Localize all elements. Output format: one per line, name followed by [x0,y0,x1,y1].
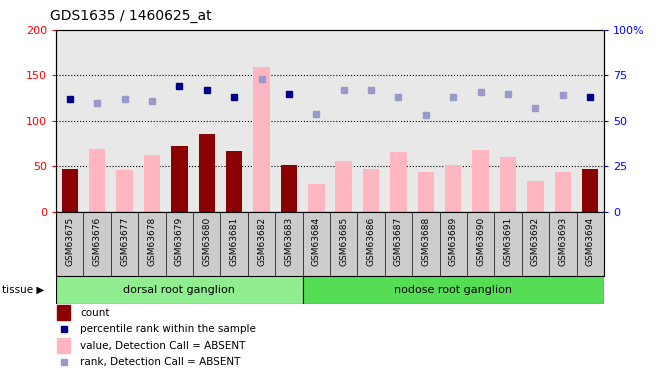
Bar [363,169,380,212]
Text: GSM63686: GSM63686 [366,217,376,266]
Bar [171,146,187,212]
Text: GSM63692: GSM63692 [531,217,540,266]
Bar [390,152,407,212]
Bar [473,150,489,212]
Text: GSM63681: GSM63681 [230,217,239,266]
Bar [554,172,571,212]
Bar [418,172,434,212]
Bar [335,161,352,212]
Text: GSM63675: GSM63675 [65,217,75,266]
Text: GSM63677: GSM63677 [120,217,129,266]
Text: dorsal root ganglion: dorsal root ganglion [123,285,236,295]
Text: GSM63679: GSM63679 [175,217,184,266]
Text: GSM63688: GSM63688 [421,217,430,266]
Text: GSM63694: GSM63694 [585,217,595,266]
Text: value, Detection Call = ABSENT: value, Detection Call = ABSENT [80,341,246,351]
Text: GSM63691: GSM63691 [504,217,513,266]
Text: tissue ▶: tissue ▶ [2,285,44,295]
Text: GSM63680: GSM63680 [202,217,211,266]
Bar [144,156,160,212]
Bar [57,305,71,320]
Text: GSM63685: GSM63685 [339,217,348,266]
Text: count: count [80,308,110,318]
Bar [61,169,78,212]
Bar [253,67,270,212]
Bar [527,181,544,212]
Text: percentile rank within the sample: percentile rank within the sample [80,324,256,334]
Bar [445,165,461,212]
Text: GSM63689: GSM63689 [449,217,458,266]
Text: GSM63676: GSM63676 [92,217,102,266]
Bar [500,158,516,212]
Text: GSM63687: GSM63687 [394,217,403,266]
Text: GSM63683: GSM63683 [284,217,294,266]
Text: GDS1635 / 1460625_at: GDS1635 / 1460625_at [50,9,211,23]
Bar [199,134,215,212]
Bar [116,170,133,212]
Text: GSM63682: GSM63682 [257,217,266,266]
Bar [302,276,604,304]
Text: nodose root ganglion: nodose root ganglion [394,285,512,295]
Bar [582,169,599,212]
Text: rank, Detection Call = ABSENT: rank, Detection Call = ABSENT [80,357,240,368]
Bar [280,165,297,212]
Bar [226,151,242,212]
Text: GSM63693: GSM63693 [558,217,568,266]
Bar [57,338,71,353]
Text: GSM63678: GSM63678 [147,217,156,266]
Text: GSM63684: GSM63684 [312,217,321,266]
Bar [56,276,302,304]
Bar [89,149,106,212]
Bar [308,184,325,212]
Text: GSM63690: GSM63690 [476,217,485,266]
